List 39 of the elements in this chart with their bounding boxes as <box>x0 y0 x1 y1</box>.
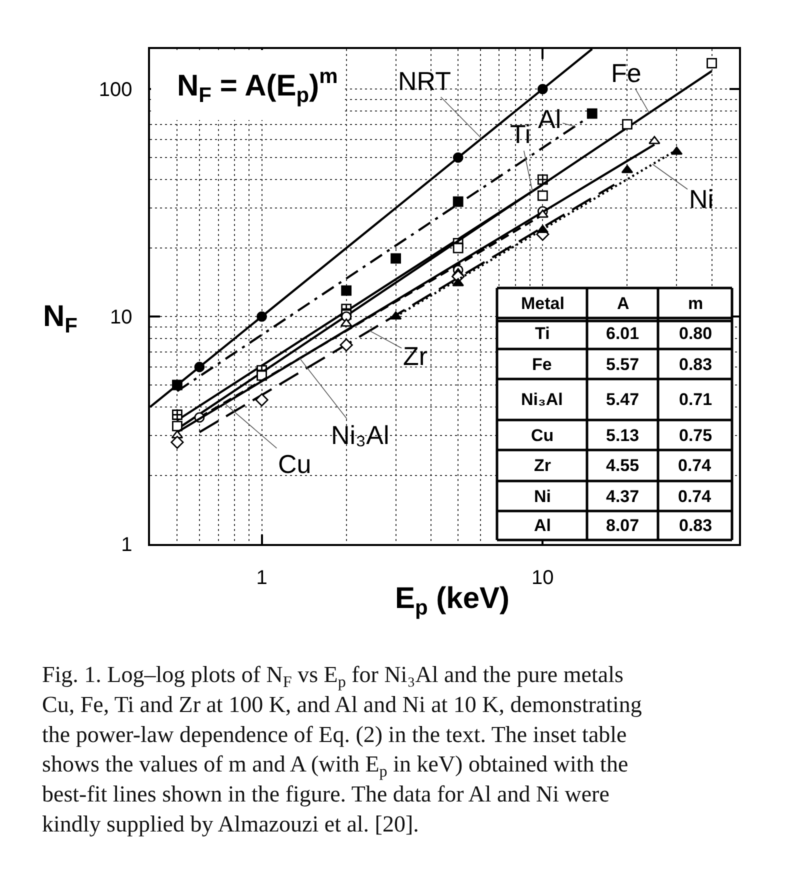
y-tick-label: 10 <box>110 306 132 329</box>
table-cell: Ni <box>534 487 551 506</box>
table-cell: Ti <box>535 324 550 343</box>
x-axis-title: E$_{p}$ (keV) <box>395 582 510 620</box>
table-cell: Al <box>534 516 551 535</box>
table-cell: 5.47 <box>606 390 640 409</box>
series-label: NRT <box>398 66 451 96</box>
series-label: Cu <box>278 449 312 479</box>
table-cell: 0.71 <box>679 390 712 409</box>
table-cell: 6.01 <box>606 324 640 343</box>
formula-annotation: N$_{F}$ = A(E$_{p}$)$^{m}$ <box>177 65 338 107</box>
series-label: Zr <box>403 341 428 371</box>
y-tick-label: 1 <box>121 534 132 556</box>
table-cell: 4.37 <box>606 487 640 506</box>
table-cell: Ni₃Al <box>521 390 563 409</box>
table-cell: 0.74 <box>678 456 712 475</box>
series-label: Ni₃Al <box>331 420 390 450</box>
table-header: Metal <box>521 294 564 313</box>
table-cell: 0.74 <box>678 487 712 506</box>
series-label: Ni <box>689 184 714 214</box>
table-header: m <box>688 294 704 313</box>
table-header: A <box>617 294 630 313</box>
table-cell: 0.80 <box>679 324 712 343</box>
series-label: Al <box>538 104 562 134</box>
table-cell: 0.75 <box>679 426 712 445</box>
y-axis-title: N$_{F}$ <box>43 300 78 338</box>
series-label: Fe <box>611 58 642 88</box>
table-cell: Zr <box>534 456 551 475</box>
series-label: Ti <box>510 119 531 149</box>
table-cell: 4.55 <box>606 456 640 475</box>
y-tick-label: 100 <box>98 79 132 102</box>
table-cell: Fe <box>532 355 552 374</box>
table-cell: 0.83 <box>679 355 712 374</box>
caption: Fig. 1. Log–log plots of N$_{F}$ vs E$_{p}$ for Ni₃Al and the pure metals Cu, Fe, Ti and Zr at 100 K, and Al and Ni at 10 K, demonstrating the power-law dependence of Eq. (2) in the text. The inset table shows the values of m and A (with E$_{p}$ in keV) obtained with the best-fit lines shown in the figure. The data for Al and Ni were kindly supplied by Almazouzi et al. [20]. <box>42 662 642 836</box>
table-cell: Cu <box>531 426 554 445</box>
table-cell: 5.13 <box>606 426 640 445</box>
table-cell: 5.57 <box>606 355 640 374</box>
table-cell: 8.07 <box>606 516 640 535</box>
table-cell: 0.83 <box>679 516 712 535</box>
